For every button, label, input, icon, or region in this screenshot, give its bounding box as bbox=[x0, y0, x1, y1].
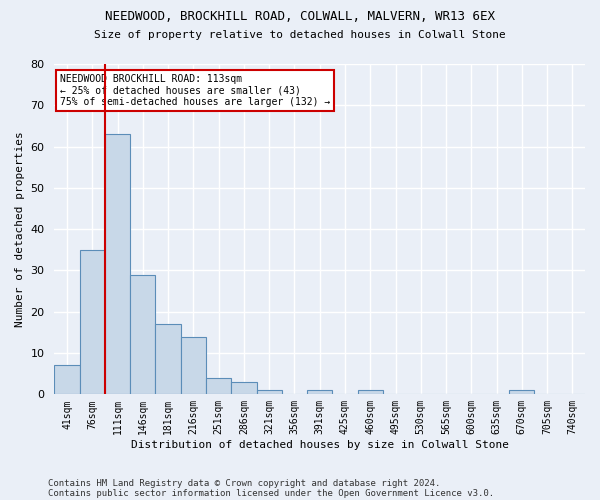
Text: NEEDWOOD, BROCKHILL ROAD, COLWALL, MALVERN, WR13 6EX: NEEDWOOD, BROCKHILL ROAD, COLWALL, MALVE… bbox=[105, 10, 495, 23]
Text: Contains public sector information licensed under the Open Government Licence v3: Contains public sector information licen… bbox=[48, 488, 494, 498]
Bar bbox=[130, 274, 155, 394]
Bar bbox=[358, 390, 383, 394]
Text: Contains HM Land Registry data © Crown copyright and database right 2024.: Contains HM Land Registry data © Crown c… bbox=[48, 478, 440, 488]
Bar bbox=[80, 250, 105, 394]
Bar bbox=[257, 390, 282, 394]
Bar bbox=[105, 134, 130, 394]
X-axis label: Distribution of detached houses by size in Colwall Stone: Distribution of detached houses by size … bbox=[131, 440, 509, 450]
Bar bbox=[307, 390, 332, 394]
Bar bbox=[181, 336, 206, 394]
Bar bbox=[155, 324, 181, 394]
Bar bbox=[509, 390, 535, 394]
Bar bbox=[231, 382, 257, 394]
Bar bbox=[55, 366, 80, 394]
Text: NEEDWOOD BROCKHILL ROAD: 113sqm
← 25% of detached houses are smaller (43)
75% of: NEEDWOOD BROCKHILL ROAD: 113sqm ← 25% of… bbox=[60, 74, 330, 107]
Text: Size of property relative to detached houses in Colwall Stone: Size of property relative to detached ho… bbox=[94, 30, 506, 40]
Y-axis label: Number of detached properties: Number of detached properties bbox=[15, 132, 25, 327]
Bar bbox=[206, 378, 231, 394]
